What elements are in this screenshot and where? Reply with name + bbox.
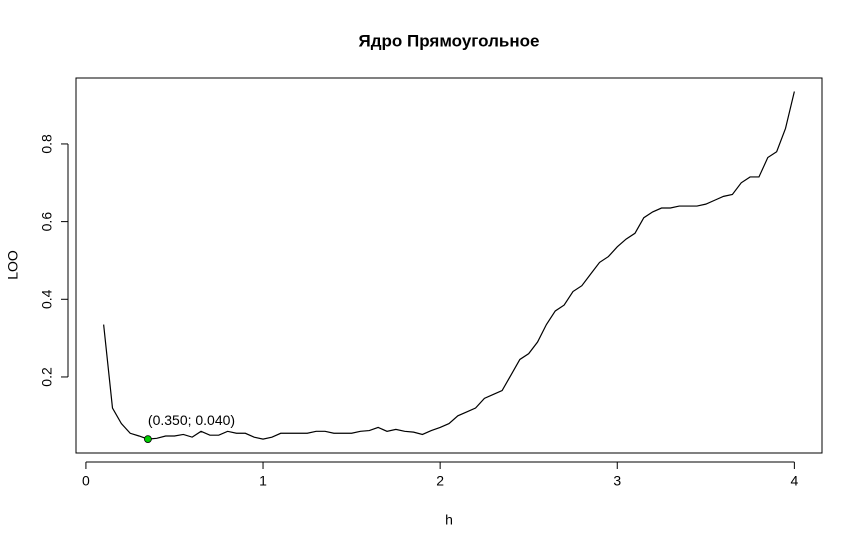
x-tick-label: 3 (613, 473, 621, 489)
y-axis-label: LOO (5, 250, 21, 280)
chart-title: Ядро Прямоугольное (359, 31, 540, 50)
x-tick-label: 4 (790, 473, 798, 489)
highlight-point (144, 435, 152, 443)
x-tick-label: 0 (82, 473, 90, 489)
x-tick-label: 1 (259, 473, 267, 489)
highlight-label: (0.350; 0.040) (148, 412, 235, 428)
y-tick-label: 0.8 (39, 134, 55, 154)
x-tick-label: 2 (436, 473, 444, 489)
y-tick-label: 0.6 (39, 212, 55, 232)
x-axis-label: h (445, 512, 453, 528)
plot-frame (75, 77, 823, 454)
data-line (103, 91, 795, 440)
y-tick-label: 0.2 (39, 367, 55, 387)
y-tick-label: 0.4 (39, 289, 55, 309)
